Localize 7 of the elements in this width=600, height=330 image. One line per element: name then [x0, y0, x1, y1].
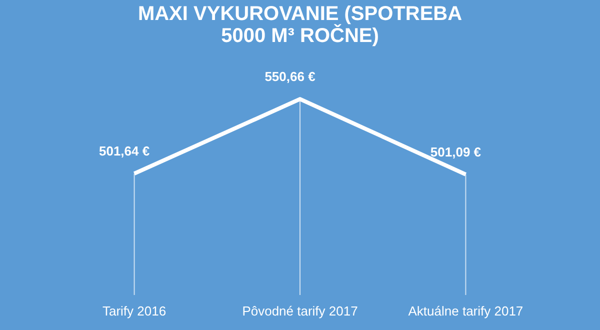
data-label: 550,66 € — [264, 69, 316, 84]
chart-title: MAXI VYKUROVANIE (SPOTREBA 5000 M³ ROČNE) — [138, 3, 462, 48]
data-label: 501,64 € — [98, 144, 150, 159]
x-tick-label: Tarify 2016 — [102, 304, 166, 318]
x-tick-label: Pôvodné tarify 2017 — [242, 304, 358, 318]
data-label: 501,09 € — [430, 144, 482, 160]
x-tick-label: Aktuálne tarify 2017 — [408, 304, 524, 318]
